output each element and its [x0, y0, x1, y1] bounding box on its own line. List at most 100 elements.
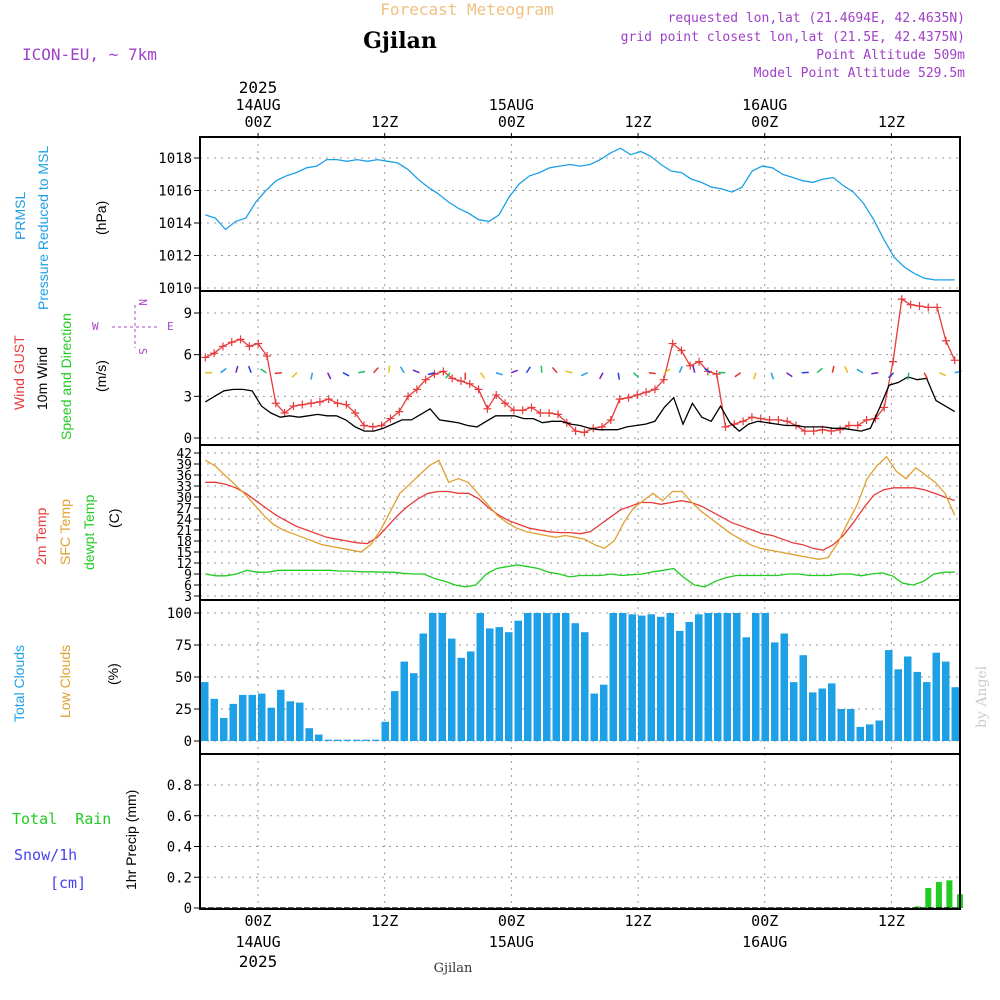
wind-arrow — [260, 368, 267, 374]
cloud-bar — [695, 614, 703, 741]
panel-pressure: 1010 1012 1014 1016 1018 — [158, 136, 961, 297]
cloud-bar — [353, 739, 361, 741]
cloud-bar — [305, 728, 313, 741]
wind-arrow — [617, 372, 621, 380]
top-year: 2025 — [239, 78, 278, 97]
y-tick-label: 0 — [184, 734, 192, 750]
gust-marker — [518, 406, 527, 415]
gust-marker — [915, 302, 924, 311]
wind-arrow — [247, 365, 252, 373]
cloud-bar — [799, 655, 807, 741]
gust-marker — [686, 361, 695, 370]
cloud-bar — [875, 720, 883, 741]
gust-marker — [659, 375, 668, 384]
cloud-bar — [277, 689, 285, 741]
cloud-bar — [894, 669, 902, 741]
cloud-bar — [761, 613, 769, 741]
wind-arrow — [388, 365, 391, 373]
gust-marker — [712, 370, 721, 379]
series-line-wind-gust — [205, 298, 956, 434]
cloud-bar — [533, 613, 541, 741]
label-prmsl: PRMSL — [12, 192, 28, 240]
gust-marker — [633, 390, 642, 399]
y-tick-label: 15 — [176, 546, 192, 561]
cloud-bar — [381, 721, 389, 741]
wind-arrow — [598, 372, 604, 380]
label-wind-gust: Wind GUST — [11, 335, 27, 410]
cloud-bar — [239, 694, 247, 741]
wind-arrow — [479, 372, 486, 379]
top-time-tick: 12Z — [878, 113, 905, 131]
label-percent: (%) — [105, 663, 121, 685]
y-tick-label: 0 — [184, 431, 192, 447]
gust-marker — [800, 427, 809, 436]
wind-arrow — [692, 365, 696, 373]
wind-arrow — [399, 366, 405, 374]
cloud-bar — [220, 718, 228, 741]
gust-marker — [421, 375, 430, 384]
gust-marker — [721, 422, 730, 431]
gust-marker — [395, 407, 404, 416]
label-dewpt-temp: dewpt Temp — [81, 495, 97, 570]
wind-arrow — [844, 366, 849, 374]
gust-marker — [809, 427, 818, 436]
y-tick-label: 3 — [184, 590, 192, 605]
cloud-bar — [410, 673, 418, 741]
y-tick-label: 18 — [176, 535, 192, 550]
cloud-bar — [856, 726, 864, 741]
rain-bar — [914, 906, 921, 908]
label-cm: [cm] — [50, 874, 86, 892]
y-tick-label: 25 — [175, 702, 192, 718]
wind-arrow — [923, 372, 929, 380]
cloud-bar — [286, 701, 294, 741]
wind-arrow — [565, 370, 573, 374]
gust-marker — [624, 393, 633, 402]
y-tick-label: 50 — [175, 670, 192, 686]
gust-marker — [254, 339, 263, 348]
cloud-bar — [258, 693, 266, 741]
compass-s: S — [136, 348, 149, 355]
wind-arrow — [235, 365, 239, 373]
gust-marker — [695, 357, 704, 366]
gust-marker — [774, 415, 783, 424]
top-day-label: 16AUG — [742, 96, 787, 114]
point-altitude: Point Altitude 509m — [816, 48, 965, 63]
wind-arrow — [786, 372, 793, 378]
cloud-bar — [524, 613, 532, 741]
wind-arrow — [663, 368, 671, 374]
cloud-bar — [780, 633, 788, 741]
cloud-bar — [932, 652, 940, 741]
gust-marker — [262, 352, 271, 361]
y-tick-label: 1012 — [158, 249, 192, 265]
gust-marker — [448, 374, 457, 383]
gust-marker — [236, 335, 245, 344]
wind-arrow — [326, 372, 332, 380]
gust-marker — [227, 338, 236, 347]
y-tick-label: 24 — [176, 513, 192, 528]
cloud-bar — [619, 613, 627, 741]
label-hpa: (hPa) — [93, 201, 109, 235]
gust-marker — [880, 403, 889, 412]
gust-marker — [333, 399, 342, 408]
cloud-bar — [828, 683, 836, 741]
series-line-dewpt-temp — [205, 564, 955, 588]
cloud-bar — [514, 620, 522, 741]
wind-arrow — [445, 372, 451, 379]
gust-marker — [307, 399, 316, 408]
gust-marker — [342, 400, 351, 409]
cloud-bar — [581, 632, 589, 741]
top-time-tick: 00Z — [498, 113, 525, 131]
wind-arrow — [551, 366, 558, 374]
bottom-year: 2025 — [239, 952, 278, 971]
cloud-bar — [951, 687, 959, 741]
gust-marker — [897, 295, 906, 304]
label-low-clouds: Low Clouds — [57, 645, 73, 718]
gust-marker — [324, 395, 333, 404]
bottom-time-tick: 00Z — [245, 912, 272, 930]
gust-marker — [836, 425, 845, 434]
gust-marker — [650, 385, 659, 394]
compass-n: N — [136, 299, 149, 306]
wind-arrow — [633, 372, 640, 379]
panel-frame — [199, 136, 961, 292]
